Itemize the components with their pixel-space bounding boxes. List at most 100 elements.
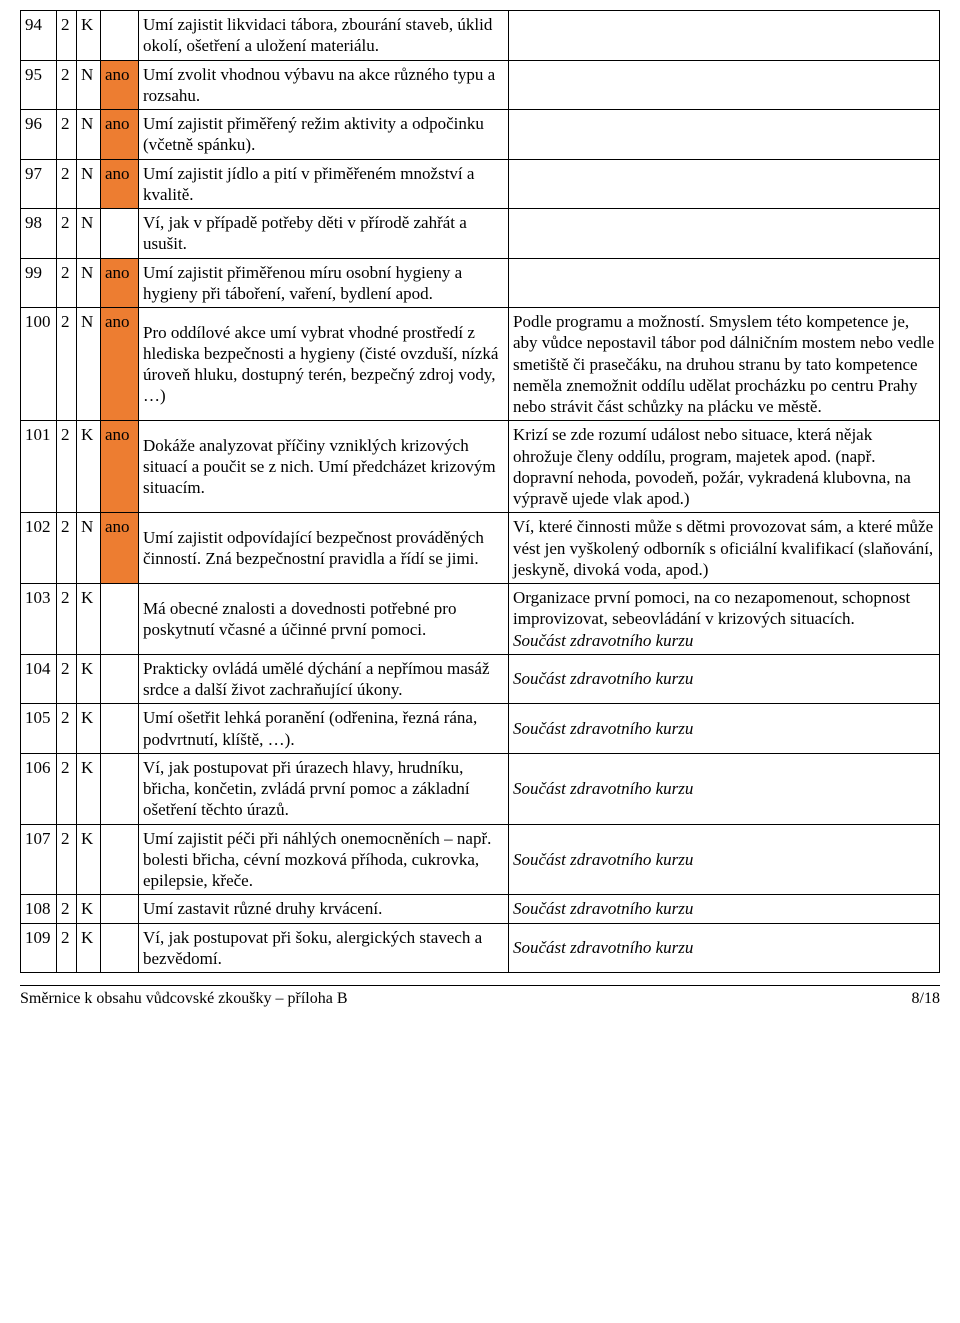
row-number: 103 xyxy=(21,584,57,655)
row-number: 104 xyxy=(21,654,57,704)
row-kn: N xyxy=(77,209,101,259)
row-kn: N xyxy=(77,513,101,584)
footer-right: 8/18 xyxy=(912,990,940,1008)
table-row: 1072KUmí zajistit péči při náhlých onemo… xyxy=(21,824,940,895)
row-ano: ano xyxy=(101,513,139,584)
table-row: 1062KVí, jak postupovat při úrazech hlav… xyxy=(21,753,940,824)
row-note xyxy=(509,258,940,308)
row-level: 2 xyxy=(57,258,77,308)
row-description: Umí zvolit vhodnou výbavu na akce různéh… xyxy=(139,60,509,110)
table-row: 1052K Umí ošetřit lehká poranění (odřenin… xyxy=(21,704,940,754)
row-level: 2 xyxy=(57,308,77,421)
row-description: Umí zastavit různé druhy krvácení. xyxy=(139,895,509,923)
table-row: 962NanoUmí zajistit přiměřený režim akti… xyxy=(21,110,940,160)
row-description: Umí zajistit přiměřený režim aktivity a … xyxy=(139,110,509,160)
table-row: 1042KPrakticky ovládá umělé dýchání a ne… xyxy=(21,654,940,704)
row-kn: N xyxy=(77,159,101,209)
row-note: Součást zdravotního kurzu xyxy=(509,923,940,973)
row-note: Ví, které činnosti může s dětmi provozov… xyxy=(509,513,940,584)
row-number: 99 xyxy=(21,258,57,308)
row-kn: K xyxy=(77,584,101,655)
table-row: 1002NanoPro oddílové akce umí vybrat vho… xyxy=(21,308,940,421)
row-kn: N xyxy=(77,110,101,160)
row-number: 107 xyxy=(21,824,57,895)
row-kn: K xyxy=(77,654,101,704)
row-note xyxy=(509,209,940,259)
row-number: 109 xyxy=(21,923,57,973)
table-row: 1012KanoDokáže analyzovat příčiny vznikl… xyxy=(21,421,940,513)
row-ano xyxy=(101,895,139,923)
row-note: Organizace první pomoci, na co nezapomen… xyxy=(509,584,940,655)
row-ano xyxy=(101,11,139,61)
row-description: Ví, jak postupovat při šoku, alergických… xyxy=(139,923,509,973)
row-note xyxy=(509,60,940,110)
row-note: Součást zdravotního kurzu xyxy=(509,654,940,704)
row-ano xyxy=(101,704,139,754)
row-number: 101 xyxy=(21,421,57,513)
row-level: 2 xyxy=(57,584,77,655)
row-kn: K xyxy=(77,11,101,61)
row-kn: N xyxy=(77,60,101,110)
page-footer: Směrnice k obsahu vůdcovské zkoušky – př… xyxy=(20,985,940,1008)
row-kn: N xyxy=(77,258,101,308)
row-level: 2 xyxy=(57,60,77,110)
table-row: 1082KUmí zastavit různé druhy krvácení.S… xyxy=(21,895,940,923)
row-number: 96 xyxy=(21,110,57,160)
row-note: Součást zdravotního kurzu xyxy=(509,704,940,754)
row-number: 105 xyxy=(21,704,57,754)
table-row: 1092KVí, jak postupovat při šoku, alergi… xyxy=(21,923,940,973)
row-ano xyxy=(101,209,139,259)
row-note: Součást zdravotního kurzu xyxy=(509,753,940,824)
row-description: Umí zajistit jídlo a pití v přiměřeném m… xyxy=(139,159,509,209)
table-row: 982NVí, jak v případě potřeby děti v pří… xyxy=(21,209,940,259)
row-level: 2 xyxy=(57,513,77,584)
row-level: 2 xyxy=(57,824,77,895)
row-ano: ano xyxy=(101,60,139,110)
row-note: Součást zdravotního kurzu xyxy=(509,824,940,895)
row-kn: K xyxy=(77,923,101,973)
footer-left: Směrnice k obsahu vůdcovské zkoušky – př… xyxy=(20,990,348,1008)
row-description: Má obecné znalosti a dovednosti potřebné… xyxy=(139,584,509,655)
row-ano xyxy=(101,923,139,973)
row-ano xyxy=(101,584,139,655)
row-description: Pro oddílové akce umí vybrat vhodné pros… xyxy=(139,308,509,421)
row-number: 98 xyxy=(21,209,57,259)
row-note: Podle programu a možností. Smyslem této … xyxy=(509,308,940,421)
row-number: 95 xyxy=(21,60,57,110)
row-description: Ví, jak v případě potřeby děti v přírodě… xyxy=(139,209,509,259)
row-ano xyxy=(101,824,139,895)
row-description: Umí zajistit přiměřenou míru osobní hygi… xyxy=(139,258,509,308)
row-number: 97 xyxy=(21,159,57,209)
row-number: 108 xyxy=(21,895,57,923)
row-level: 2 xyxy=(57,421,77,513)
row-ano xyxy=(101,753,139,824)
table-row: 1022NanoUmí zajistit odpovídající bezpeč… xyxy=(21,513,940,584)
row-note: Součást zdravotního kurzu xyxy=(509,895,940,923)
row-kn: K xyxy=(77,895,101,923)
row-level: 2 xyxy=(57,704,77,754)
row-kn: K xyxy=(77,824,101,895)
row-level: 2 xyxy=(57,159,77,209)
row-ano: ano xyxy=(101,159,139,209)
row-ano: ano xyxy=(101,110,139,160)
row-description: Umí zajistit likvidaci tábora, zbourání … xyxy=(139,11,509,61)
row-kn: N xyxy=(77,308,101,421)
row-note xyxy=(509,110,940,160)
row-description: Umí zajistit odpovídající bezpečnost pro… xyxy=(139,513,509,584)
table-row: 992NanoUmí zajistit přiměřenou míru osob… xyxy=(21,258,940,308)
row-ano xyxy=(101,654,139,704)
row-kn: K xyxy=(77,753,101,824)
row-description: Umí ošetřit lehká poranění (odřenina, ře… xyxy=(139,704,509,754)
row-level: 2 xyxy=(57,110,77,160)
row-note: Krizí se zde rozumí událost nebo situace… xyxy=(509,421,940,513)
row-ano: ano xyxy=(101,308,139,421)
table-row: 942KUmí zajistit likvidaci tábora, zbour… xyxy=(21,11,940,61)
competency-table: 942KUmí zajistit likvidaci tábora, zbour… xyxy=(20,10,940,973)
row-number: 100 xyxy=(21,308,57,421)
row-note xyxy=(509,159,940,209)
row-number: 102 xyxy=(21,513,57,584)
table-row: 1032K Má obecné znalosti a dovednosti pot… xyxy=(21,584,940,655)
row-number: 106 xyxy=(21,753,57,824)
row-ano: ano xyxy=(101,421,139,513)
row-kn: K xyxy=(77,704,101,754)
